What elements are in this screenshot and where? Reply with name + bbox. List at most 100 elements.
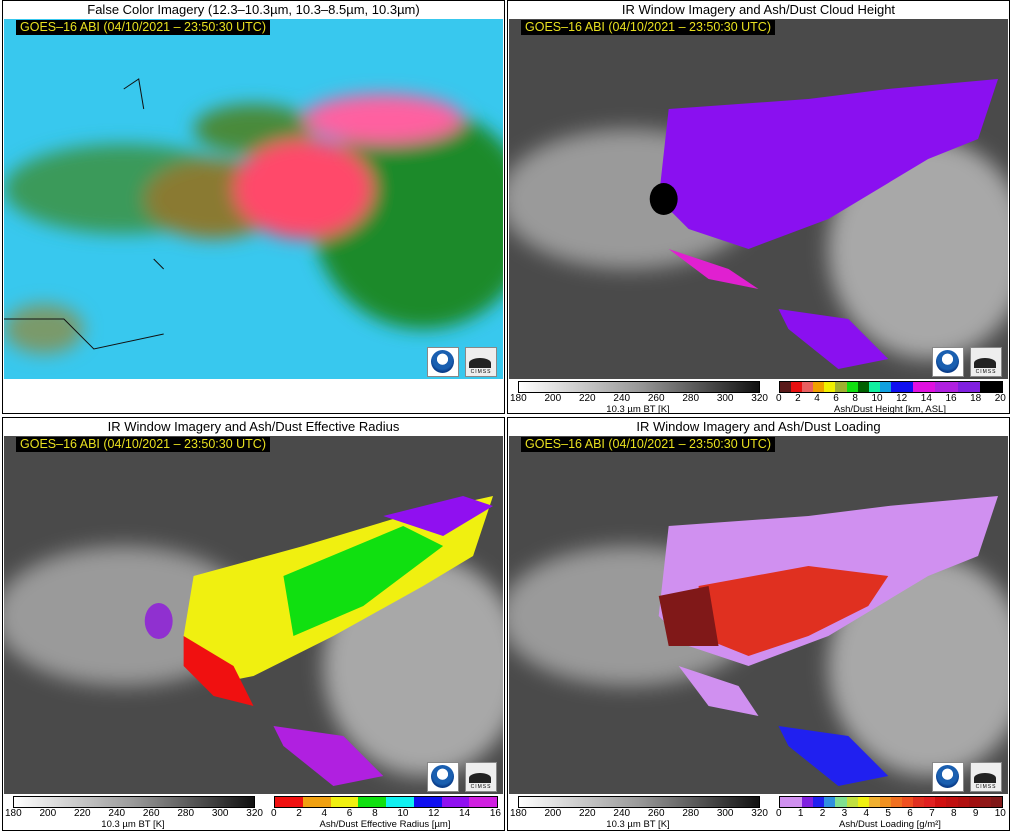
colorbar-tick-label: 8 — [951, 808, 957, 819]
colorbar-segment — [275, 797, 303, 807]
colorbar-tick-label: 280 — [177, 808, 195, 819]
colorbar-tick-label: 12 — [428, 808, 440, 819]
loading-region — [678, 666, 759, 716]
colorbar-tick-label: 240 — [108, 808, 126, 819]
colorbar-segment — [846, 797, 858, 807]
colorbar-segment — [813, 382, 825, 392]
panel-ash-height: IR Window Imagery and Ash/Dust Cloud Hei… — [507, 0, 1010, 415]
ash-plume — [233, 139, 374, 239]
bt-colorbar — [13, 796, 255, 808]
cloud-region — [4, 304, 84, 354]
colorbar-tick-label: 200 — [39, 808, 57, 819]
colorbar-tick-label: 220 — [73, 808, 91, 819]
colorbar-segment — [330, 797, 359, 807]
colorbar-tick-label: 8 — [372, 808, 378, 819]
height-colorbar-ticks: 0 2 4 6 8 10 12 14 16 18 20 — [776, 393, 1006, 404]
bt-colorbar — [518, 796, 760, 808]
colorbar-tick-label: 6 — [907, 808, 913, 819]
panel-title: IR Window Imagery and Ash/Dust Effective… — [107, 419, 400, 434]
colorbar-tick-label: 6 — [346, 808, 353, 819]
colorbar-segment — [890, 382, 903, 392]
radius-region — [144, 603, 173, 639]
colorbar-tick-label: 200 — [544, 808, 562, 819]
colorbar-tick-label: 220 — [578, 393, 596, 404]
noaa-logo — [427, 762, 459, 792]
radius-region — [183, 636, 254, 706]
colorbar-segment — [802, 797, 814, 807]
colorbar-tick-label: 320 — [751, 808, 768, 819]
colorbar-segment — [386, 797, 414, 807]
colorbar-segment — [857, 382, 869, 392]
bt-colorbar-label: 10.3 µm BT [K] — [606, 404, 670, 415]
colorbar-tick-label: 300 — [716, 393, 734, 404]
noaa-logo — [932, 347, 964, 377]
colorbar-tick-label: 14 — [920, 393, 932, 404]
colorbar-tick-label: 20 — [994, 393, 1006, 404]
colorbar-segment — [780, 797, 792, 807]
colorbar-tick-label: 260 — [142, 808, 160, 819]
ash-height-core — [649, 183, 678, 215]
panel-title: False Color Imagery (12.3–10.3µm, 10.3–8… — [87, 2, 420, 17]
bt-colorbar-ticks: 180 200 220 240 260 280 300 320 — [510, 393, 768, 404]
colorbar-tick-label: 4 — [863, 808, 870, 819]
colorbar-segment — [946, 797, 958, 807]
colorbar-tick-label: 180 — [510, 393, 527, 404]
cloud-region — [828, 139, 1008, 359]
colorbar-tick-label: 8 — [852, 393, 858, 404]
colorbar-segment — [979, 382, 991, 392]
colorbar-tick-label: 5 — [885, 808, 891, 819]
colorbar-segment — [358, 797, 386, 807]
timestamp-label: GOES–16 ABI (04/10/2021 – 23:50:30 UTC) — [521, 437, 775, 452]
colorbar-segment — [879, 797, 891, 807]
colorbar-tick-label: 320 — [246, 808, 263, 819]
ash-loading-image: GOES–16 ABI (04/10/2021 – 23:50:30 UTC) … — [509, 436, 1008, 794]
radius-colorbar-label: Ash/Dust Effective Radius [µm] — [319, 819, 451, 830]
colorbar-tick-label: 0 — [776, 808, 782, 819]
colorbar-tick-label: 9 — [972, 808, 979, 819]
colorbar-segment — [791, 797, 803, 807]
colorbar-segment — [802, 382, 814, 392]
colorbar-segment — [946, 382, 958, 392]
colorbar-tick-label: 18 — [970, 393, 982, 404]
colorbar-tick-label: 240 — [613, 393, 631, 404]
colorbar-tick-label: 260 — [647, 393, 665, 404]
colorbar-tick-label: 2 — [819, 808, 826, 819]
cimss-logo: CIMSS — [465, 762, 497, 792]
colorbar-segment — [968, 797, 980, 807]
radius-region — [383, 496, 494, 536]
height-colorbar-label: Ash/Dust Height [km, ASL] — [834, 404, 946, 415]
colorbar-tick-label: 4 — [321, 808, 328, 819]
cimss-logo: CIMSS — [970, 347, 1002, 377]
colorbar-segment — [968, 382, 980, 392]
colorbar-segment — [913, 382, 925, 392]
cimss-logo: CIMSS — [465, 347, 497, 377]
colorbar-segment — [935, 382, 947, 392]
colorbar-segment — [780, 382, 792, 392]
ash-height-region — [668, 249, 759, 289]
colorbar-segment — [990, 382, 1002, 392]
colorbar-segment — [857, 797, 869, 807]
colorbar-tick-label: 300 — [716, 808, 734, 819]
colorbar-tick-label: 14 — [458, 808, 471, 819]
colorbar-tick-label: 280 — [682, 808, 700, 819]
ash-plume — [303, 94, 464, 144]
colorbar-segment — [302, 797, 331, 807]
loading-colorbar — [779, 796, 1003, 808]
panel-title: IR Window Imagery and Ash/Dust Cloud Hei… — [621, 2, 896, 17]
colorbar-segment — [868, 382, 880, 392]
colorbar-tick-label: 1 — [797, 808, 804, 819]
colorbar-tick-label: 0 — [776, 393, 782, 404]
colorbar-segment — [824, 797, 836, 807]
ash-height-region — [778, 309, 889, 369]
loading-region — [698, 566, 889, 656]
panel-ash-loading: IR Window Imagery and Ash/Dust Loading G… — [507, 417, 1010, 831]
colorbar-segment — [924, 797, 936, 807]
timestamp-label: GOES–16 ABI (04/10/2021 – 23:50:30 UTC) — [16, 437, 270, 452]
colorbar-tick-label: 4 — [814, 393, 820, 404]
colorbar-tick-label: 16 — [489, 808, 501, 819]
coastline — [4, 78, 165, 350]
colorbar-segment — [924, 382, 936, 392]
noaa-logo — [427, 347, 459, 377]
colorbar-tick-label: 16 — [945, 393, 957, 404]
colorbar-segment — [957, 797, 969, 807]
